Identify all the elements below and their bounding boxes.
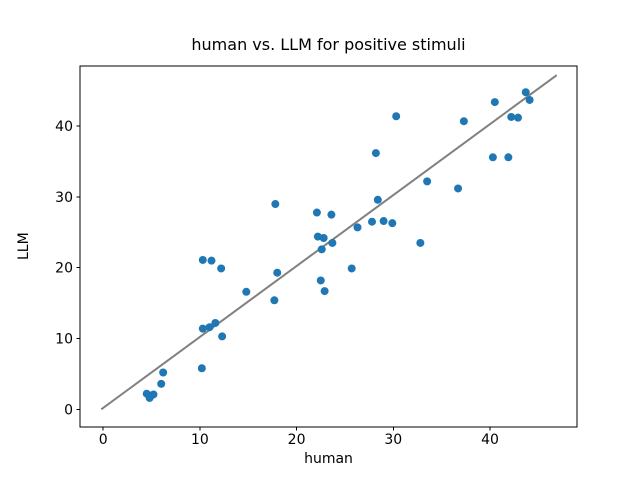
scatter-point — [198, 255, 207, 264]
x-tick-label: 20 — [288, 432, 306, 448]
scatter-point — [328, 238, 337, 247]
y-tick-label: 10 — [55, 332, 73, 348]
scatter-point — [514, 113, 523, 122]
scatter-point — [525, 95, 534, 104]
chart-title: human vs. LLM for positive stimuli — [191, 35, 466, 54]
scatter-point — [145, 393, 154, 402]
scatter-point — [270, 296, 279, 305]
scatter-point — [207, 256, 216, 265]
scatter-point — [507, 112, 516, 121]
scatter-point — [205, 323, 214, 332]
x-tick-label: 30 — [384, 432, 402, 448]
x-axis-label: human — [304, 451, 353, 467]
scatter-point — [371, 149, 380, 158]
scatter-point — [373, 195, 382, 204]
scatter-point — [379, 217, 388, 226]
scatter-point — [388, 219, 397, 228]
y-tick-label: 20 — [55, 261, 73, 277]
scatter-point — [317, 245, 326, 254]
scatter-point — [217, 264, 226, 273]
scatter-point — [157, 379, 166, 388]
scatter-point — [423, 177, 432, 186]
scatter-point — [416, 238, 425, 247]
scatter-point — [242, 287, 251, 296]
scatter-point — [347, 264, 356, 273]
scatter-point — [353, 223, 362, 232]
scatter-point — [312, 208, 321, 217]
scatter-point — [454, 184, 463, 193]
scatter-point — [271, 200, 280, 209]
scatter-point — [327, 210, 336, 219]
scatter-point — [159, 368, 168, 377]
y-axis-label: LLM — [16, 232, 32, 261]
x-tick-label: 40 — [481, 432, 499, 448]
scatter-point — [490, 98, 499, 107]
scatter-point — [368, 217, 377, 226]
x-tick-label: 10 — [191, 432, 209, 448]
scatter-point — [392, 112, 401, 121]
scatter-point — [211, 318, 220, 327]
scatter-point — [319, 234, 328, 243]
y-tick-label: 40 — [55, 119, 73, 135]
scatter-point — [197, 364, 206, 373]
scatter-point — [198, 324, 207, 333]
scatter-point — [320, 287, 329, 296]
scatter-point — [316, 276, 325, 285]
scatter-point — [273, 268, 282, 277]
scatter-point — [488, 153, 497, 162]
scatter-point — [521, 88, 530, 97]
scatter-point — [218, 332, 227, 341]
y-tick-label: 30 — [55, 190, 73, 206]
scatter-point — [459, 117, 468, 126]
y-tick-label: 0 — [64, 402, 73, 418]
x-tick-label: 0 — [99, 432, 108, 448]
scatter-point — [504, 153, 513, 162]
